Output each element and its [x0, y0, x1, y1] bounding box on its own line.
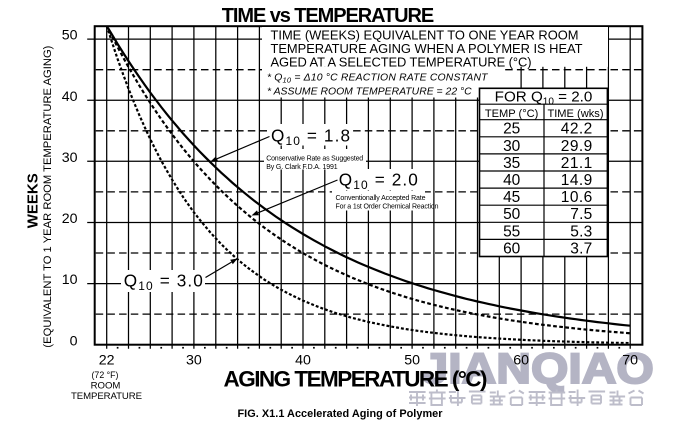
svg-text:FOR Q10 = 2.0: FOR Q10 = 2.0: [495, 88, 593, 107]
svg-text:40: 40: [295, 353, 311, 369]
svg-text:50: 50: [503, 206, 521, 223]
svg-text:* ASSUME ROOM TEMPERATURE = 22: * ASSUME ROOM TEMPERATURE = 22 °C: [267, 87, 472, 98]
svg-text:50: 50: [404, 353, 420, 369]
svg-text:29.9: 29.9: [561, 138, 593, 155]
svg-text:35: 35: [503, 155, 520, 172]
svg-text:* Q10 = Δ10 °C REACTION RATE C: * Q10 = Δ10 °C REACTION RATE CONSTANT: [267, 73, 488, 85]
svg-text:40: 40: [503, 172, 521, 189]
svg-text:TEMP (°C): TEMP (°C): [485, 108, 539, 120]
svg-text:20: 20: [62, 211, 78, 227]
svg-text:Q10 = 3.0: Q10 = 3.0: [124, 271, 204, 294]
svg-text:22: 22: [99, 353, 115, 369]
svg-text:60: 60: [503, 240, 521, 257]
svg-text:Q10 = 1.8: Q10 = 1.8: [271, 125, 351, 148]
svg-text:TEMPERATURE AGING WHEN A POLYM: TEMPERATURE AGING WHEN A POLYMER IS HEAT: [271, 41, 583, 56]
svg-text:55: 55: [503, 223, 520, 240]
svg-text:45: 45: [503, 189, 520, 206]
svg-text:0: 0: [70, 333, 78, 349]
svg-text:5.3: 5.3: [570, 223, 592, 240]
svg-text:AGED AT A SELECTED TEMPERATURE: AGED AT A SELECTED TEMPERATURE (°C): [271, 55, 532, 70]
svg-text:30: 30: [62, 150, 78, 166]
svg-text:25: 25: [503, 121, 520, 138]
svg-text:ROOM: ROOM: [91, 381, 121, 392]
svg-text:Conventionally Accepted Rate: Conventionally Accepted Rate: [336, 195, 426, 202]
svg-text:By G. Clark F.D.A. 1991: By G. Clark F.D.A. 1991: [266, 164, 338, 171]
svg-text:42.2: 42.2: [561, 121, 593, 138]
svg-text:21.1: 21.1: [561, 155, 593, 172]
svg-text:WEEKS: WEEKS: [25, 173, 42, 228]
svg-text:3.7: 3.7: [570, 240, 592, 257]
svg-text:60: 60: [513, 353, 529, 369]
svg-text:50: 50: [62, 28, 78, 44]
svg-text:14.9: 14.9: [561, 172, 593, 189]
svg-text:TEMPERATURE: TEMPERATURE: [71, 391, 142, 402]
svg-text:AGING TEMPERATURE (°C): AGING TEMPERATURE (°C): [224, 367, 488, 392]
svg-text:7.5: 7.5: [570, 206, 592, 223]
svg-text:JIANQIAO: JIANQIAO: [422, 344, 654, 392]
svg-text:TIME (wks): TIME (wks): [547, 108, 603, 120]
svg-text:40: 40: [62, 89, 78, 105]
svg-text:TIME vs TEMPERATURE: TIME vs TEMPERATURE: [222, 5, 435, 27]
svg-text:30: 30: [186, 353, 202, 369]
svg-text:TIME (WEEKS) EQUIVALENT TO ONE: TIME (WEEKS) EQUIVALENT TO ONE YEAR ROOM: [271, 28, 579, 43]
svg-text:10: 10: [62, 272, 78, 288]
svg-text:Q10 = 2.0: Q10 = 2.0: [339, 170, 419, 193]
svg-text:70: 70: [622, 353, 638, 369]
svg-text:FIG. X1.1 Accelerated Aging of: FIG. X1.1 Accelerated Aging of Polymer: [238, 408, 444, 420]
svg-text:Conservative Rate as Suggested: Conservative Rate as Suggested: [266, 155, 363, 162]
svg-text:30: 30: [503, 138, 521, 155]
svg-text:(72 °F): (72 °F): [92, 370, 119, 380]
svg-text:For a 1st Order Chemical React: For a 1st Order Chemical Reaction: [336, 204, 439, 211]
svg-text:(EQUIVALENT TO 1 YEAR ROOM TEM: (EQUIVALENT TO 1 YEAR ROOM TEMPERATURE A…: [42, 45, 54, 347]
svg-text:10.6: 10.6: [561, 189, 593, 206]
